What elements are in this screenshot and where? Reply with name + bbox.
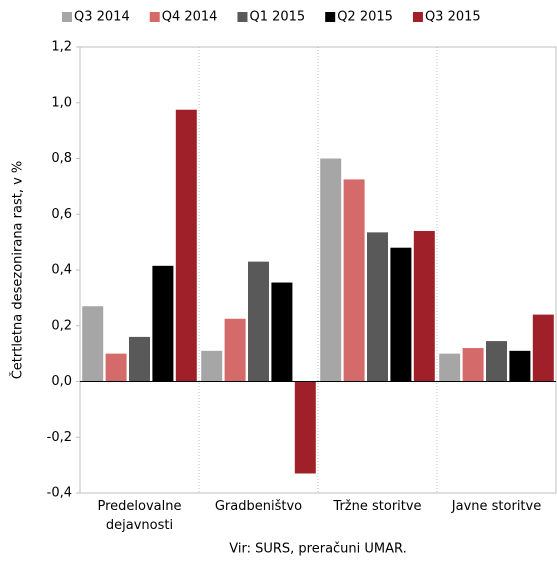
bar bbox=[413, 230, 435, 382]
legend-label: Q3 2014 bbox=[74, 10, 130, 25]
source-note: Vir: SURS, preračuni UMAR. bbox=[229, 542, 406, 557]
bar bbox=[532, 314, 554, 382]
legend-label: Q3 2015 bbox=[425, 10, 481, 25]
bar bbox=[129, 336, 150, 382]
bar bbox=[248, 261, 269, 382]
bar bbox=[201, 350, 223, 382]
y-tick-label: 0,2 bbox=[51, 318, 72, 333]
legend-swatch bbox=[237, 12, 248, 22]
bar bbox=[390, 247, 412, 382]
bar bbox=[82, 306, 104, 382]
x-tick-label: Predelovalne dejavnosti bbox=[97, 499, 182, 533]
x-tick-label: Tržne storitve bbox=[333, 499, 422, 514]
bar bbox=[462, 348, 484, 382]
y-tick-label: 1,0 bbox=[51, 95, 72, 110]
bar bbox=[294, 381, 316, 474]
y-tick-label: 0,8 bbox=[51, 151, 72, 166]
legend-label: Q4 2014 bbox=[162, 10, 218, 25]
y-tick-label: 1,2 bbox=[51, 40, 72, 55]
bar bbox=[224, 318, 246, 382]
bar bbox=[509, 350, 531, 382]
x-tick-label: Gradbeništvo bbox=[214, 499, 303, 514]
bar bbox=[105, 353, 127, 382]
legend-swatch bbox=[149, 12, 160, 22]
bar bbox=[343, 179, 365, 382]
y-tick-label: 0,4 bbox=[51, 263, 72, 278]
bar bbox=[439, 353, 461, 382]
bar bbox=[175, 109, 197, 382]
y-axis-label: Četrtletna desezonirana rast, v % bbox=[10, 161, 26, 380]
bar bbox=[367, 232, 388, 382]
y-tick-label: 0,6 bbox=[51, 207, 72, 222]
legend-label: Q1 2015 bbox=[249, 10, 305, 25]
bar bbox=[486, 341, 507, 382]
legend-swatch bbox=[62, 12, 72, 22]
y-tick-label: -0,4 bbox=[47, 486, 72, 501]
bar bbox=[152, 265, 174, 382]
legend-swatch bbox=[412, 12, 423, 22]
y-tick-label: -0,2 bbox=[47, 430, 72, 445]
y-tick-label: 0,0 bbox=[51, 374, 72, 389]
bar bbox=[320, 158, 342, 382]
bar bbox=[271, 282, 293, 382]
legend-swatch bbox=[325, 12, 336, 22]
legend-label: Q2 2015 bbox=[337, 10, 393, 25]
x-tick-label: Javne storitve bbox=[451, 499, 542, 514]
